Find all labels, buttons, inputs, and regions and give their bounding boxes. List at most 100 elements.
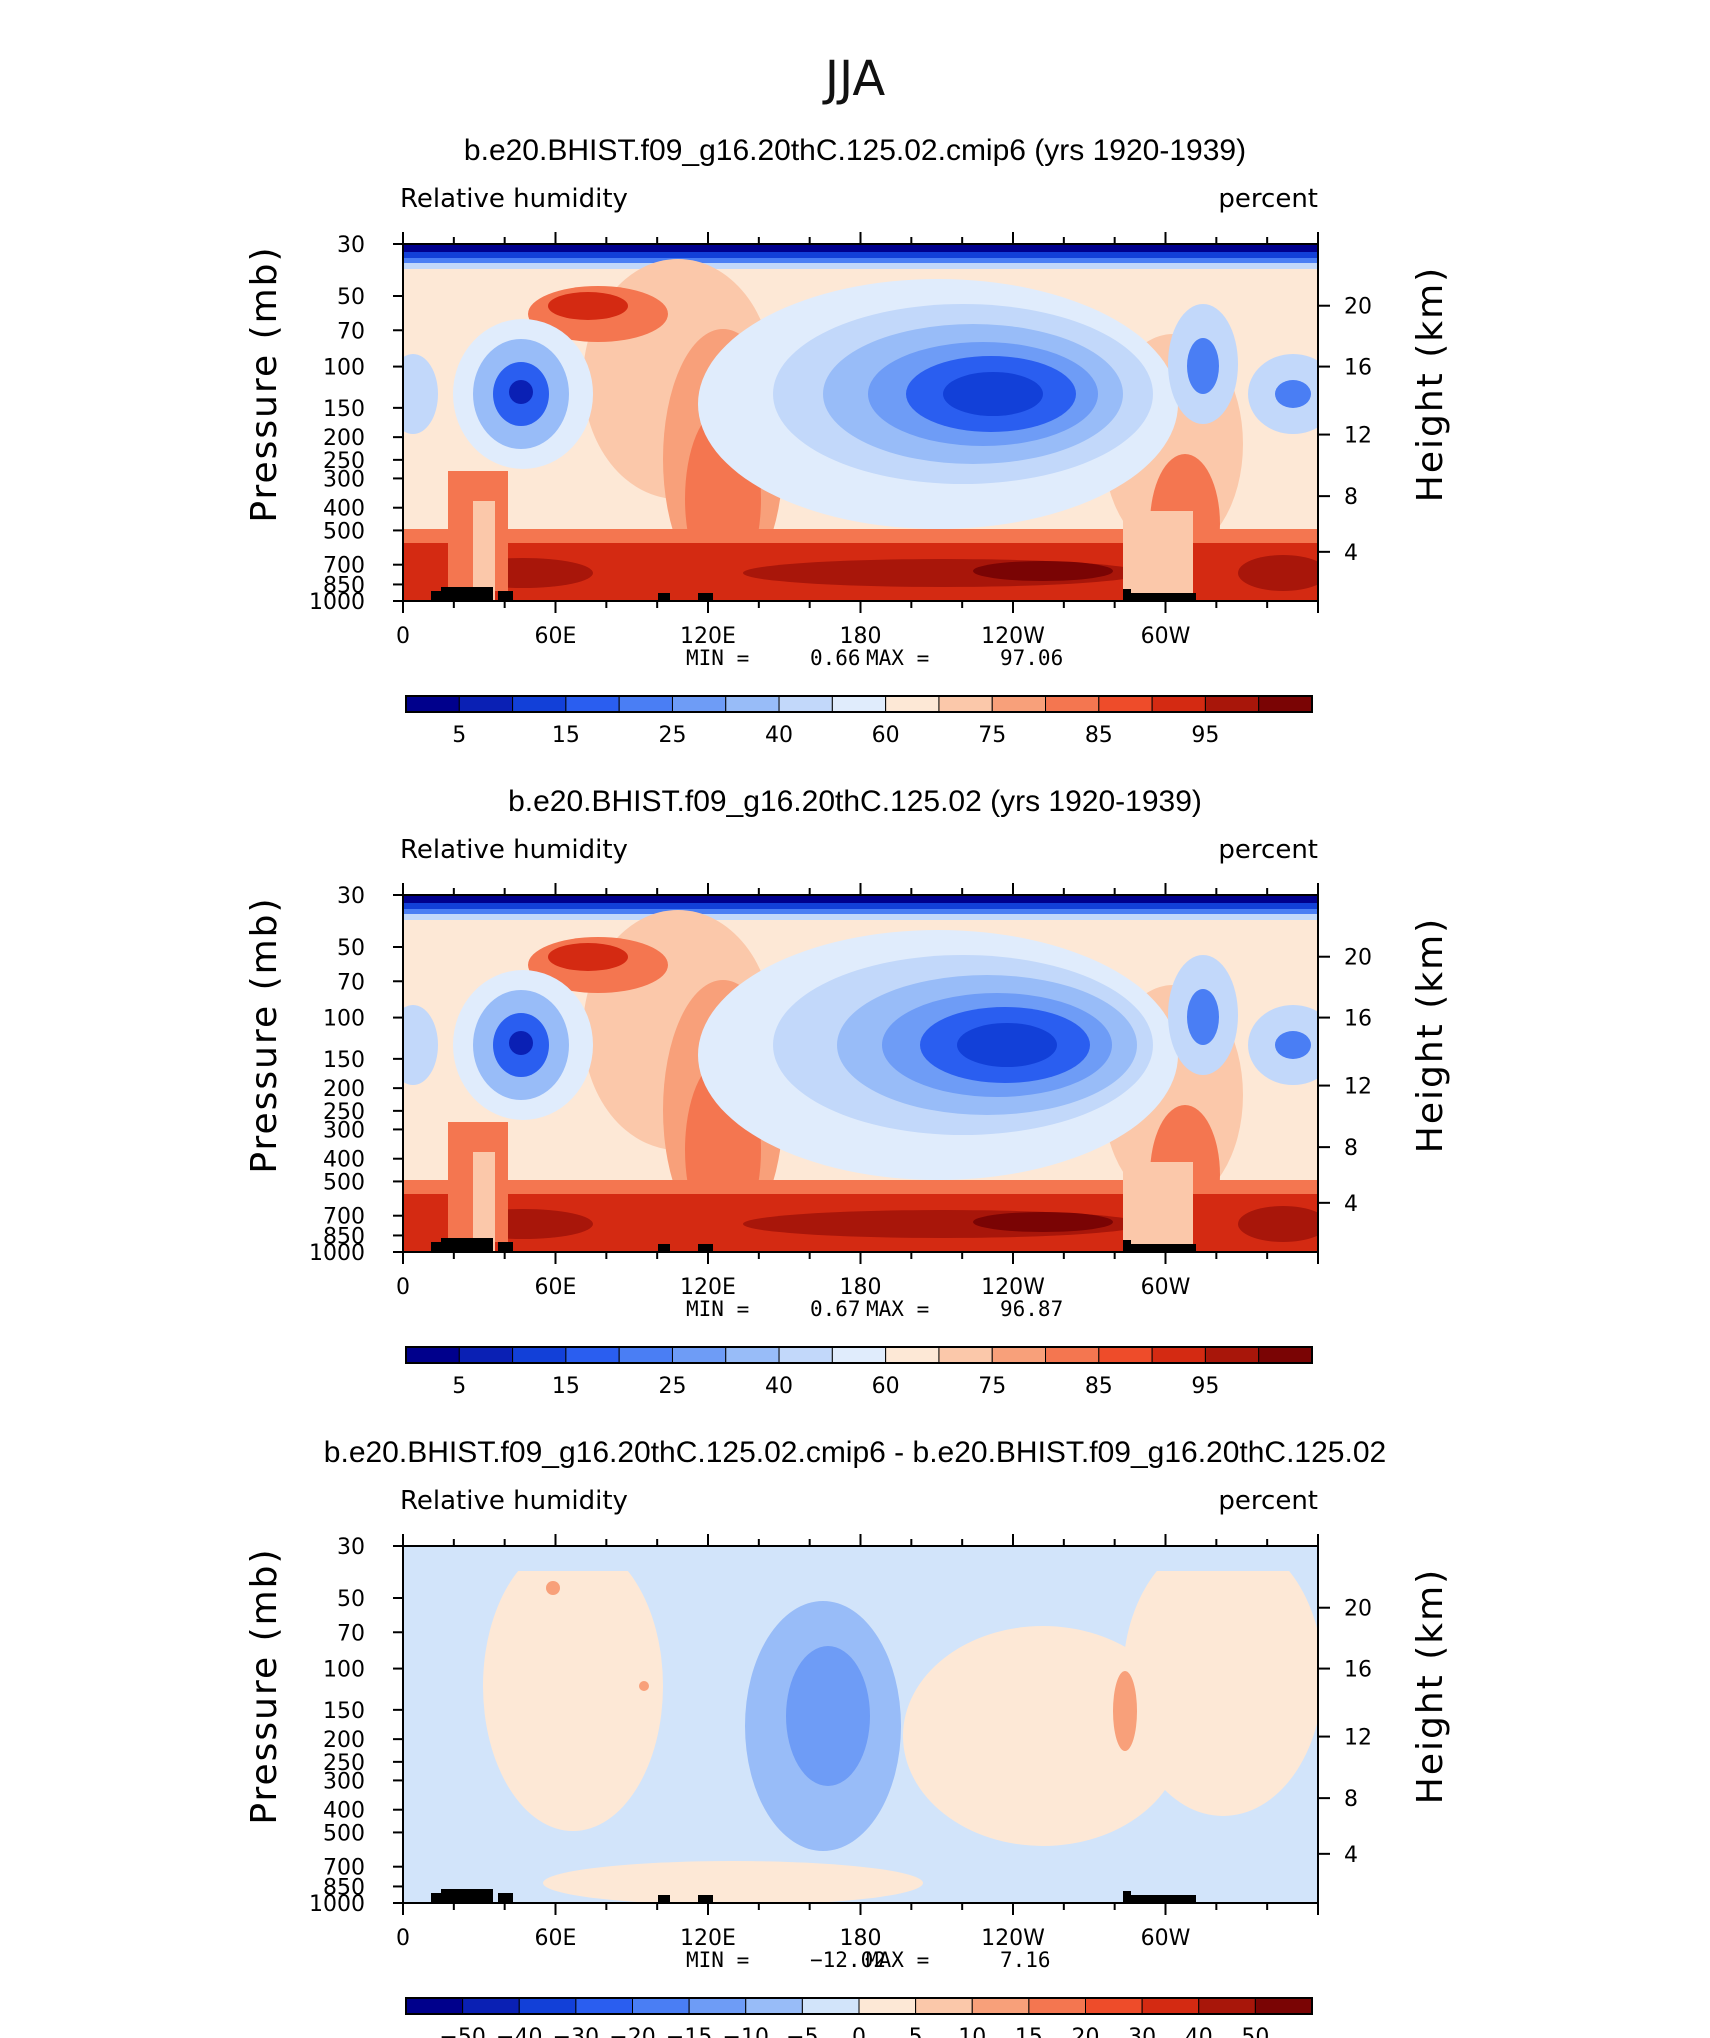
y-axis-title: Pressure (mb) <box>244 245 285 522</box>
y-tick-label: 1000 <box>309 1892 365 1917</box>
colorbar-cell <box>858 1997 917 2015</box>
colorbar-cell <box>885 1346 940 1364</box>
colorbar-label: 95 <box>1191 723 1219 748</box>
max-value: 96.87 <box>1000 1297 1063 1321</box>
y-right-tick-label: 20 <box>1344 946 1372 971</box>
y-tick-label: 1000 <box>309 590 365 615</box>
colorbar-cell <box>831 1346 887 1364</box>
y-tick-label: 1000 <box>309 1241 365 1266</box>
contour-region <box>403 895 1318 903</box>
y-tick-label: 100 <box>323 1007 365 1032</box>
y-right-tick-label: 16 <box>1344 1007 1372 1032</box>
x-tick-label: 120E <box>680 1926 736 1951</box>
colorbar-cell <box>671 1346 727 1364</box>
contour-region <box>403 354 438 434</box>
x-tick-label: 60W <box>1141 1926 1191 1951</box>
x-tick-label: 120W <box>981 624 1045 649</box>
y-tick-label: 250 <box>323 449 365 474</box>
topography-mask <box>498 1242 513 1252</box>
colorbar-cell <box>971 1997 1030 2015</box>
y-tick-label: 700 <box>323 1856 365 1881</box>
colorbar-label: 40 <box>765 1374 793 1399</box>
colorbar-label: 5 <box>909 2025 923 2038</box>
x-tick-label: 120W <box>981 1275 1045 1300</box>
colorbar-label: 15 <box>552 1374 580 1399</box>
y-tick-label: 50 <box>337 936 365 961</box>
contour-field <box>403 1546 1318 1903</box>
variable-name: Relative humidity <box>400 184 628 214</box>
y-right-tick-label: 16 <box>1344 1658 1372 1683</box>
max-value: 97.06 <box>1000 646 1063 670</box>
contour-region <box>957 1023 1057 1067</box>
colorbar-cell <box>1258 1346 1313 1364</box>
colorbar-label: 75 <box>978 1374 1006 1399</box>
topography-mask <box>1128 1895 1196 1903</box>
contour-region <box>1238 555 1318 591</box>
units-label: percent <box>1218 835 1318 865</box>
y-tick-label: 50 <box>337 285 365 310</box>
colorbar-label: 25 <box>658 723 686 748</box>
y-axis-title: Pressure (mb) <box>244 896 285 1173</box>
x-tick-label: 180 <box>840 624 882 649</box>
y-right-tick-label: 8 <box>1344 1787 1358 1812</box>
y-right-tick-label: 16 <box>1344 356 1372 381</box>
contour-field <box>403 895 1318 1252</box>
colorbar-label: −5 <box>786 2025 818 2038</box>
contour-field <box>403 244 1318 601</box>
y-tick-label: 150 <box>323 1048 365 1073</box>
topography-mask <box>698 1895 713 1903</box>
y-tick-label: 300 <box>323 1118 365 1143</box>
units-label: percent <box>1218 184 1318 214</box>
colorbar-cell <box>575 1997 633 2015</box>
colorbar-label: −40 <box>496 2025 542 2038</box>
colorbar-cell <box>405 695 460 713</box>
chart-panel: b.e20.BHIST.f09_g16.20thC.125.02.cmip6 -… <box>244 1436 1451 2038</box>
x-tick-label: 0 <box>396 624 410 649</box>
colorbar-cell <box>915 1997 973 2015</box>
colorbar-cell <box>745 1997 803 2015</box>
y-tick-label: 150 <box>323 1699 365 1724</box>
colorbar-label: −15 <box>666 2025 712 2038</box>
chart-title: b.e20.BHIST.f09_g16.20thC.125.02.cmip6 -… <box>324 1436 1386 1469</box>
colorbar-cell <box>938 1346 993 1364</box>
x-tick-label: 0 <box>396 1926 410 1951</box>
topography-mask <box>1128 1244 1196 1252</box>
colorbar-label: −50 <box>439 2025 485 2038</box>
contour-region <box>1275 380 1311 408</box>
colorbar-cell <box>518 1997 577 2015</box>
contour-region <box>546 1581 560 1595</box>
colorbar-cell <box>1254 1997 1313 2015</box>
contour-region <box>1123 1162 1193 1252</box>
x-tick-label: 60W <box>1141 1275 1191 1300</box>
contour-region <box>403 258 1318 263</box>
colorbar-cell <box>405 1997 464 2015</box>
colorbar-frame <box>405 1346 1313 1364</box>
colorbar-cell <box>885 695 940 713</box>
colorbar-cell <box>1045 695 1100 713</box>
colorbar-label: 5 <box>452 723 466 748</box>
colorbar-cell <box>565 1346 620 1364</box>
colorbar-label: 95 <box>1191 1374 1219 1399</box>
min-value: 0.66 <box>810 646 861 670</box>
colorbar-label: 20 <box>1072 2025 1100 2038</box>
colorbar-label: 25 <box>658 1374 686 1399</box>
colorbar-cell <box>1098 695 1153 713</box>
contour-region <box>403 244 1318 252</box>
y-tick-label: 400 <box>323 497 365 522</box>
colorbar-cell <box>618 695 673 713</box>
min-label: MIN = <box>686 1297 749 1321</box>
colorbar-label: 50 <box>1241 2025 1269 2038</box>
topography-mask <box>431 591 443 601</box>
y-tick-label: 300 <box>323 467 365 492</box>
topography-mask <box>441 587 461 601</box>
contour-region <box>1238 1206 1318 1242</box>
contour-region <box>548 943 628 971</box>
colorbar-cell <box>1045 1346 1100 1364</box>
y-tick-label: 30 <box>337 1535 365 1560</box>
contour-region <box>473 1152 495 1252</box>
contour-region <box>1275 1031 1311 1059</box>
contour-region <box>973 1212 1113 1232</box>
colorbar-label: 15 <box>552 723 580 748</box>
figure-title: JJA <box>822 51 885 107</box>
topography-mask <box>1128 593 1196 601</box>
